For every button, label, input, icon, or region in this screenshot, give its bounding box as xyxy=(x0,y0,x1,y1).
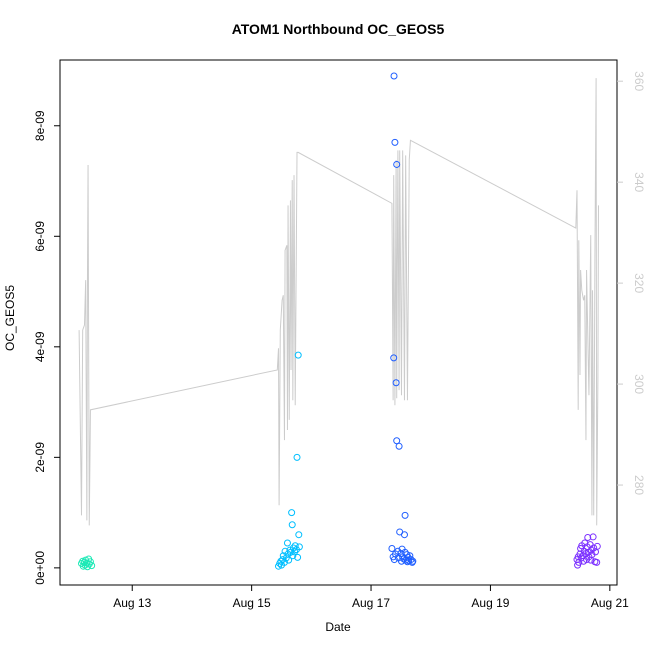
plot-frame xyxy=(59,59,618,586)
point xyxy=(283,539,291,547)
point xyxy=(291,542,299,550)
y-tick-label: 2e-09 xyxy=(33,442,47,473)
point xyxy=(391,138,399,146)
x-tick-label: Aug 13 xyxy=(113,596,151,610)
point xyxy=(295,543,303,551)
point xyxy=(593,558,601,566)
point xyxy=(409,557,417,565)
point xyxy=(406,552,414,560)
point xyxy=(86,558,94,566)
point xyxy=(294,553,302,561)
y-tick-label: 0e+00 xyxy=(33,551,47,585)
line-series xyxy=(78,78,599,526)
point xyxy=(280,558,288,566)
point xyxy=(285,556,293,564)
x-tick-label: Aug 15 xyxy=(233,596,271,610)
y-axis-label: OC_GEOS5 xyxy=(3,285,17,351)
point xyxy=(401,548,409,556)
y2-tick-label: 340 xyxy=(632,172,646,192)
point xyxy=(79,557,87,565)
point xyxy=(401,511,409,519)
point xyxy=(590,544,598,552)
y2-tick-label: 320 xyxy=(632,273,646,293)
point xyxy=(589,533,597,541)
point xyxy=(288,509,296,517)
x-tick-label: Aug 21 xyxy=(591,596,629,610)
point xyxy=(393,160,401,168)
point xyxy=(587,546,595,554)
point xyxy=(295,531,303,539)
y-tick-label: 4e-09 xyxy=(33,331,47,362)
x-tick-label: Aug 17 xyxy=(352,596,390,610)
x-tick-label: Aug 19 xyxy=(471,596,509,610)
point xyxy=(289,552,297,560)
point xyxy=(293,453,301,461)
point xyxy=(282,554,290,562)
point xyxy=(395,442,403,450)
point xyxy=(392,379,400,387)
point xyxy=(593,542,601,550)
point xyxy=(294,351,302,359)
y2-tick-label: 300 xyxy=(632,374,646,394)
point xyxy=(400,531,408,539)
point xyxy=(88,562,96,570)
chart-title: ATOM1 Northbound OC_GEOS5 xyxy=(232,21,445,37)
y-tick-label: 8e-09 xyxy=(33,110,47,141)
point xyxy=(390,354,398,362)
point xyxy=(403,558,411,566)
y2-tick-label: 280 xyxy=(632,475,646,495)
y2-tick-label: 360 xyxy=(632,71,646,91)
point xyxy=(388,545,396,553)
point xyxy=(390,72,398,80)
point xyxy=(288,521,296,529)
x-axis-label: Date xyxy=(325,620,351,634)
y-tick-label: 6e-09 xyxy=(33,221,47,252)
point xyxy=(584,533,592,541)
